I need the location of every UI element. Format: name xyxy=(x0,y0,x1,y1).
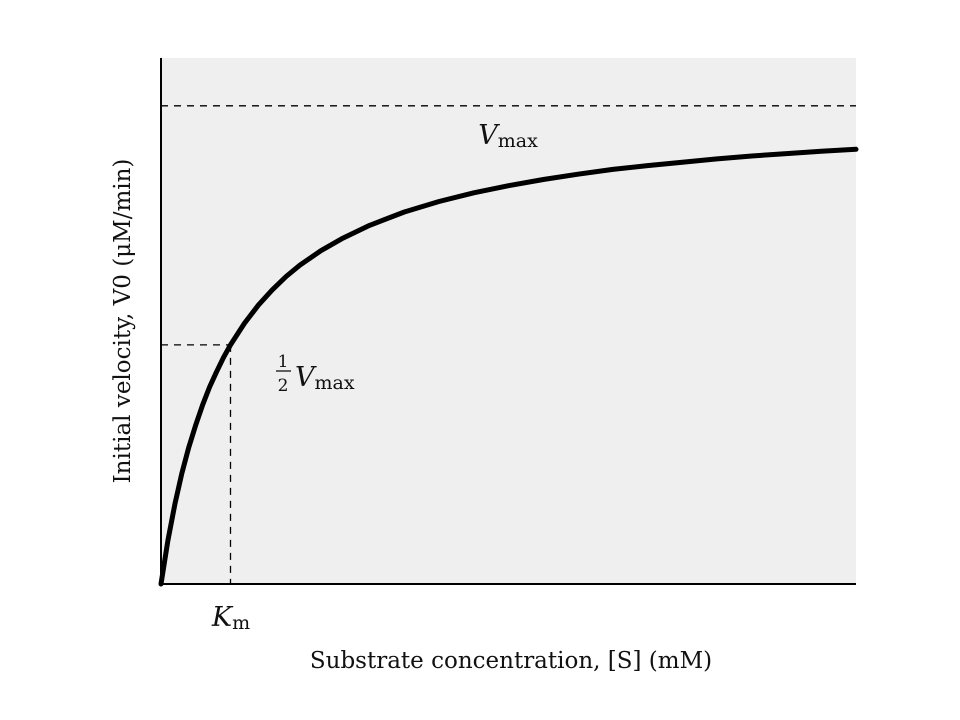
y-axis-label: Initial velocity, V0 (μM/min) xyxy=(110,159,136,484)
plot-area xyxy=(161,58,856,584)
half-fraction-numerator: 1 xyxy=(278,352,289,372)
vmax-label: Vmax xyxy=(478,120,538,152)
half-fraction-denominator: 2 xyxy=(278,376,289,396)
velocity-curve xyxy=(158,146,859,587)
vmax-label-sub: max xyxy=(498,130,538,152)
half-vmax-text: Vmax xyxy=(295,362,355,394)
x-axis-label: Substrate concentration, [S] (mM) xyxy=(310,648,712,674)
km-label: Km xyxy=(211,602,250,634)
vmax-label-main: V xyxy=(478,120,500,151)
half-vmax-label: 1 2 Vmax xyxy=(276,352,355,396)
